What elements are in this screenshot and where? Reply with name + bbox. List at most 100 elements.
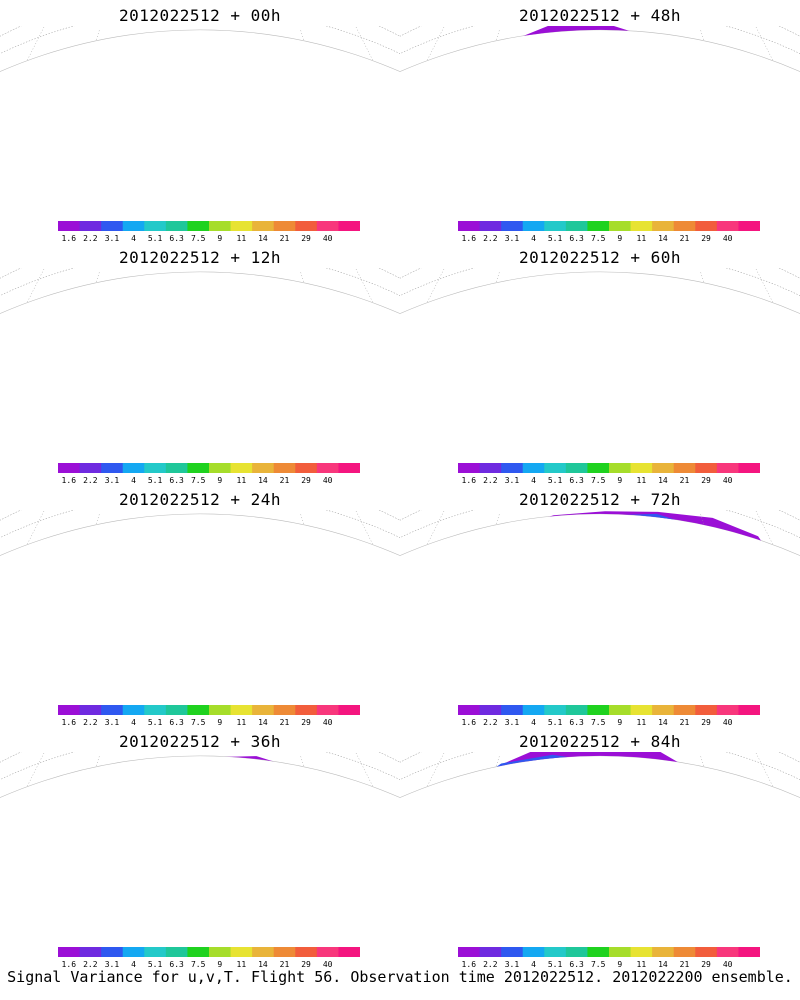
colorbar-tick-label: 40 xyxy=(322,960,333,969)
coastline xyxy=(469,796,591,831)
colorbar-segment xyxy=(122,463,145,473)
variance-contour xyxy=(155,590,227,607)
arctic-islands xyxy=(614,279,663,324)
colorbar-tick-label: 29 xyxy=(301,234,311,243)
longitude-gridline xyxy=(300,756,353,849)
longitude-gridline xyxy=(522,526,550,607)
colorbar-segment xyxy=(458,705,481,715)
variance-contour xyxy=(110,322,290,365)
map-domain xyxy=(0,26,400,73)
longitude-gridline xyxy=(47,514,100,607)
colorbar-segment xyxy=(58,947,81,957)
colorbar-tick-label: 9 xyxy=(617,960,623,969)
colorbar-tick-label: 14 xyxy=(258,234,268,243)
variance-contour xyxy=(414,513,794,607)
panel-title: 2012022512 + 36h xyxy=(118,732,282,751)
colorbar-segment xyxy=(673,463,696,473)
panel-title: 2012022512 + 60h xyxy=(518,248,682,267)
colorbar-ticks: 1.6 2.2 3.1 4 5.1 6.3 7.5 9 11 14 21 29 40 xyxy=(58,718,360,728)
coastline xyxy=(549,287,746,365)
variance-contour xyxy=(163,352,231,365)
variance-contour xyxy=(104,90,272,123)
colorbar-segment xyxy=(230,221,253,231)
colorbar-segment xyxy=(587,705,610,715)
colorbar-tick-label: 3.1 xyxy=(504,476,520,485)
map-panel: 2012022512 + 48h 1.6 2.2 3.1 4 5.1 6.3 7.5 9 11 1… xyxy=(400,0,800,243)
colorbar-tick-label: 7.5 xyxy=(590,234,606,243)
longitude-gridline xyxy=(122,526,150,607)
coastline xyxy=(149,771,346,849)
colorbar-segment xyxy=(609,221,632,231)
colorbar-tick-label: 5.1 xyxy=(147,476,163,485)
longitude-gridline xyxy=(300,272,353,365)
coastline xyxy=(69,554,191,589)
longitude-gridline xyxy=(447,756,500,849)
colorbar xyxy=(58,463,360,473)
colorbar-segment xyxy=(295,221,318,231)
colorbar-tick-label: 9 xyxy=(217,476,223,485)
colorbar-segment xyxy=(501,463,524,473)
variance-contour xyxy=(424,754,798,849)
panel-title: 2012022512 + 24h xyxy=(118,490,282,509)
coastline xyxy=(549,45,746,123)
longitude-gridline xyxy=(650,526,678,607)
colorbar-segment xyxy=(565,947,588,957)
variance-contour xyxy=(501,568,688,607)
colorbar-tick-label: 3.1 xyxy=(504,234,520,243)
longitude-gridline xyxy=(447,30,500,123)
colorbar-tick-label: 2.2 xyxy=(483,960,498,969)
colorbar-tick-label: 5.1 xyxy=(547,960,563,969)
colorbar-tick-label: 4 xyxy=(531,718,536,727)
longitude-gridline xyxy=(122,768,150,849)
longitude-gridline xyxy=(700,272,753,365)
variance-contour xyxy=(48,300,352,365)
variance-contour xyxy=(413,277,800,365)
colorbar-ticks: 1.6 2.2 3.1 4 5.1 6.3 7.5 9 11 14 21 29 40 xyxy=(458,476,760,486)
variance-map xyxy=(400,510,800,607)
colorbar-tick-label: 6.3 xyxy=(169,234,184,243)
colorbar-segment xyxy=(565,221,588,231)
colorbar-tick-label: 7.5 xyxy=(190,960,206,969)
map-domain xyxy=(0,268,400,315)
colorbar-tick-label: 5.1 xyxy=(147,960,163,969)
colorbar-segment xyxy=(544,705,567,715)
colorbar-segment xyxy=(79,705,102,715)
colorbar-segment xyxy=(144,705,167,715)
colorbar-tick-label: 2.2 xyxy=(83,718,98,727)
colorbar-segment xyxy=(338,463,360,473)
variance-contour xyxy=(445,777,784,849)
longitude-gridline xyxy=(522,284,550,365)
colorbar-tick-label: 11 xyxy=(236,234,247,243)
colorbar-tick-label: 2.2 xyxy=(483,476,498,485)
colorbar-segment xyxy=(630,463,653,473)
colorbar-segment xyxy=(273,705,296,715)
colorbar-segment xyxy=(316,705,339,715)
colorbar-segment xyxy=(609,705,632,715)
colorbar-tick-label: 5.1 xyxy=(147,234,163,243)
colorbar-tick-label: 2.2 xyxy=(83,960,98,969)
longitude-gridline xyxy=(250,284,278,365)
variance-contour xyxy=(424,26,800,123)
colorbar-segment xyxy=(587,947,610,957)
colorbar-tick-label: 29 xyxy=(701,234,711,243)
colorbar-tick-label: 40 xyxy=(722,234,733,243)
variance-contour xyxy=(61,775,358,849)
variance-contour xyxy=(519,332,701,365)
longitude-gridline xyxy=(650,42,678,123)
variance-contour xyxy=(440,40,785,123)
colorbar-tick-label: 4 xyxy=(531,476,536,485)
variance-contour xyxy=(412,281,783,365)
colorbar-segment xyxy=(122,705,145,715)
variance-contour xyxy=(156,830,258,849)
colorbar-segment xyxy=(609,463,632,473)
colorbar-tick-label: 1.6 xyxy=(461,234,477,243)
colorbar-segment xyxy=(630,705,653,715)
coastline xyxy=(469,70,591,105)
colorbar-segment xyxy=(122,221,145,231)
variance-contour xyxy=(18,533,344,607)
variance-contour xyxy=(79,67,321,123)
variance-contour xyxy=(6,524,369,607)
colorbar-segment xyxy=(101,463,124,473)
colorbar-tick-label: 21 xyxy=(679,234,690,243)
colorbar-tick-label: 14 xyxy=(658,234,668,243)
